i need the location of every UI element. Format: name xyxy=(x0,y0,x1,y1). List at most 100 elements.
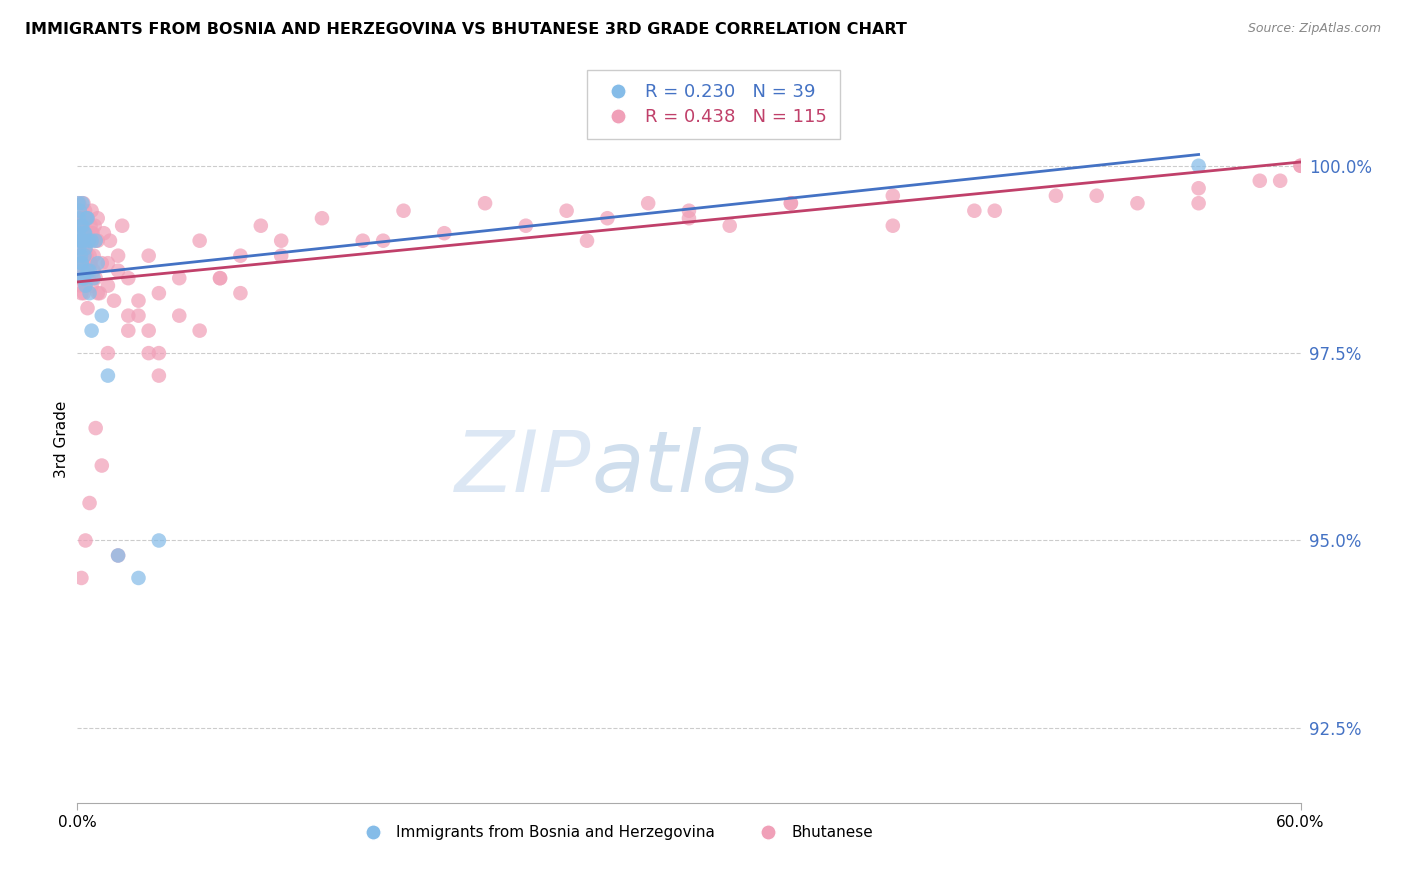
Point xyxy=(596,211,619,226)
Point xyxy=(69,263,91,277)
Point xyxy=(780,196,803,211)
Point xyxy=(76,263,98,277)
Point xyxy=(250,219,273,233)
Point xyxy=(67,249,90,263)
Point xyxy=(474,196,496,211)
Point xyxy=(93,226,115,240)
Point xyxy=(70,256,93,270)
Point xyxy=(69,203,91,218)
Point xyxy=(70,571,93,585)
Point xyxy=(97,346,120,360)
Point xyxy=(87,211,110,226)
Point xyxy=(76,249,98,263)
Point xyxy=(371,234,394,248)
Point xyxy=(111,219,134,233)
Point xyxy=(79,256,101,270)
Text: atlas: atlas xyxy=(591,427,799,510)
Point xyxy=(138,249,160,263)
Point xyxy=(188,234,211,248)
Point xyxy=(73,211,96,226)
Point xyxy=(637,196,659,211)
Point xyxy=(188,324,211,338)
Point xyxy=(84,271,107,285)
Point xyxy=(780,196,803,211)
Point xyxy=(70,256,93,270)
Point xyxy=(117,309,139,323)
Point xyxy=(76,226,98,240)
Point xyxy=(718,219,741,233)
Point xyxy=(75,533,97,548)
Point xyxy=(1270,174,1292,188)
Point xyxy=(1126,196,1149,211)
Point xyxy=(1249,174,1271,188)
Point xyxy=(72,219,94,233)
Point xyxy=(76,211,98,226)
Point xyxy=(67,196,90,211)
Point xyxy=(148,346,170,360)
Point xyxy=(97,256,120,270)
Point xyxy=(75,263,97,277)
Point xyxy=(72,219,94,233)
Point xyxy=(98,234,121,248)
Point xyxy=(576,234,599,248)
Point xyxy=(80,203,103,218)
Point xyxy=(963,203,986,218)
Point xyxy=(80,278,103,293)
Point xyxy=(433,226,456,240)
Point xyxy=(1045,188,1067,202)
Point xyxy=(270,234,292,248)
Point xyxy=(1085,188,1108,202)
Point xyxy=(79,219,101,233)
Point xyxy=(73,286,96,301)
Point xyxy=(352,234,374,248)
Point xyxy=(69,226,91,240)
Point xyxy=(515,219,537,233)
Point xyxy=(90,458,112,473)
Point xyxy=(72,234,94,248)
Point xyxy=(84,234,107,248)
Point xyxy=(311,211,333,226)
Point xyxy=(69,234,91,248)
Point xyxy=(69,234,91,248)
Point xyxy=(127,309,149,323)
Point xyxy=(984,203,1007,218)
Point xyxy=(67,226,90,240)
Point xyxy=(127,571,149,585)
Point xyxy=(208,271,231,285)
Point xyxy=(208,271,231,285)
Point xyxy=(90,256,112,270)
Point xyxy=(70,219,93,233)
Point xyxy=(678,211,700,226)
Point xyxy=(87,286,110,301)
Point xyxy=(77,234,100,248)
Point xyxy=(73,226,96,240)
Point xyxy=(83,249,105,263)
Point xyxy=(75,278,97,293)
Point xyxy=(72,263,94,277)
Point xyxy=(229,249,252,263)
Point xyxy=(1289,159,1312,173)
Point xyxy=(67,196,90,211)
Point xyxy=(76,271,98,285)
Point xyxy=(70,249,93,263)
Point xyxy=(117,324,139,338)
Point xyxy=(72,219,94,233)
Point xyxy=(89,286,111,301)
Point xyxy=(1289,159,1312,173)
Point xyxy=(76,211,98,226)
Point xyxy=(69,234,91,248)
Text: Source: ZipAtlas.com: Source: ZipAtlas.com xyxy=(1247,22,1381,36)
Point xyxy=(107,263,129,277)
Point xyxy=(169,309,191,323)
Point xyxy=(148,368,170,383)
Point xyxy=(79,496,101,510)
Point xyxy=(1187,196,1209,211)
Point xyxy=(75,226,97,240)
Point xyxy=(169,271,191,285)
Point xyxy=(75,278,97,293)
Point xyxy=(87,256,110,270)
Text: IMMIGRANTS FROM BOSNIA AND HERZEGOVINA VS BHUTANESE 3RD GRADE CORRELATION CHART: IMMIGRANTS FROM BOSNIA AND HERZEGOVINA V… xyxy=(25,22,907,37)
Point xyxy=(82,226,104,240)
Point xyxy=(70,278,93,293)
Point xyxy=(87,234,110,248)
